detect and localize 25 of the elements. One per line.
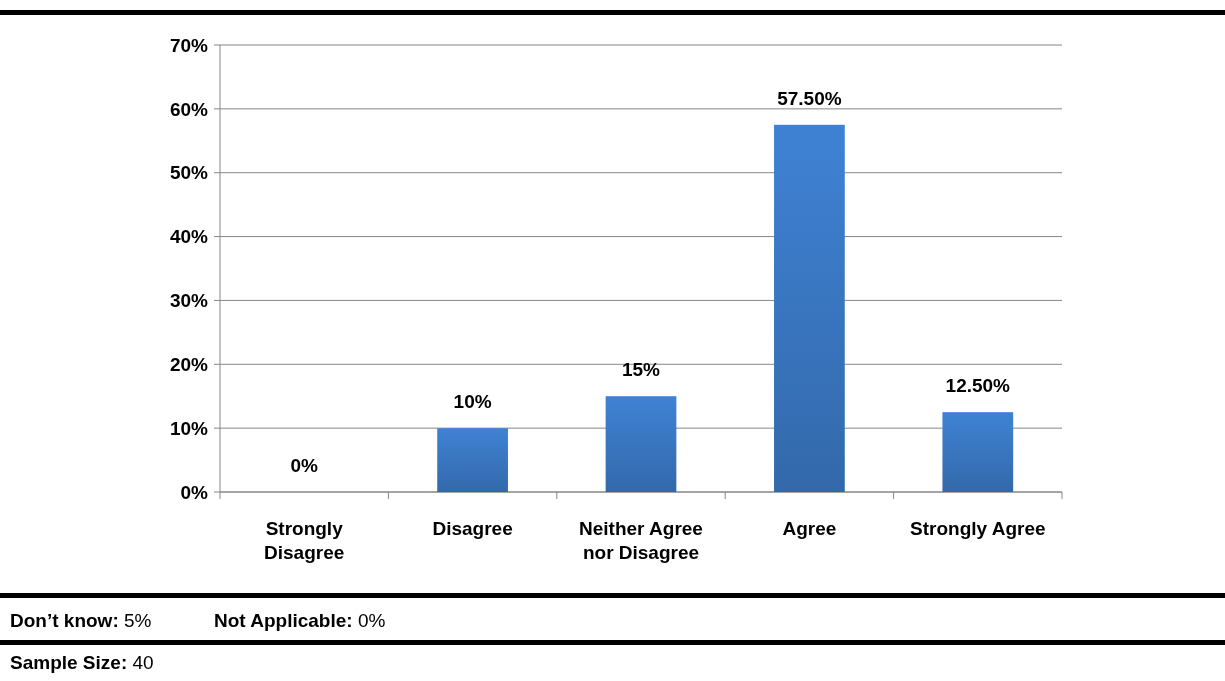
text: Sample Size: 40: [10, 652, 154, 673]
x-tick-label: Strongly Disagree: [264, 518, 345, 563]
data-label: 0%: [290, 455, 319, 476]
data-label: 12.50%: [945, 375, 1011, 397]
data-label: 10%: [453, 391, 492, 413]
y-tick-label: 10%: [169, 417, 209, 439]
y-tick-label: 30%: [169, 290, 209, 312]
x-tick-label: Strongly Agree: [910, 518, 1046, 539]
bar: [437, 428, 508, 492]
x-tick-label: Agree: [782, 518, 837, 539]
y-tick-label: 70%: [169, 34, 209, 56]
x-tick-label: Disagree: [432, 518, 513, 539]
data-label: 15%: [621, 359, 661, 381]
data-label: 57.50%: [777, 87, 842, 109]
text: Not Applicable: 0%: [214, 610, 386, 631]
x-tick-label: Neither Agree nor Disagree: [579, 518, 703, 563]
bar: [605, 396, 677, 492]
y-tick-label: 60%: [169, 98, 209, 120]
y-tick-label: 20%: [169, 353, 209, 375]
text: Don’t know: 5%: [10, 610, 152, 631]
bar: [774, 124, 845, 492]
y-tick-label: 50%: [169, 162, 209, 184]
y-tick-label: 0%: [180, 481, 209, 503]
bar: [942, 412, 1014, 492]
y-tick-label: 40%: [169, 226, 209, 248]
